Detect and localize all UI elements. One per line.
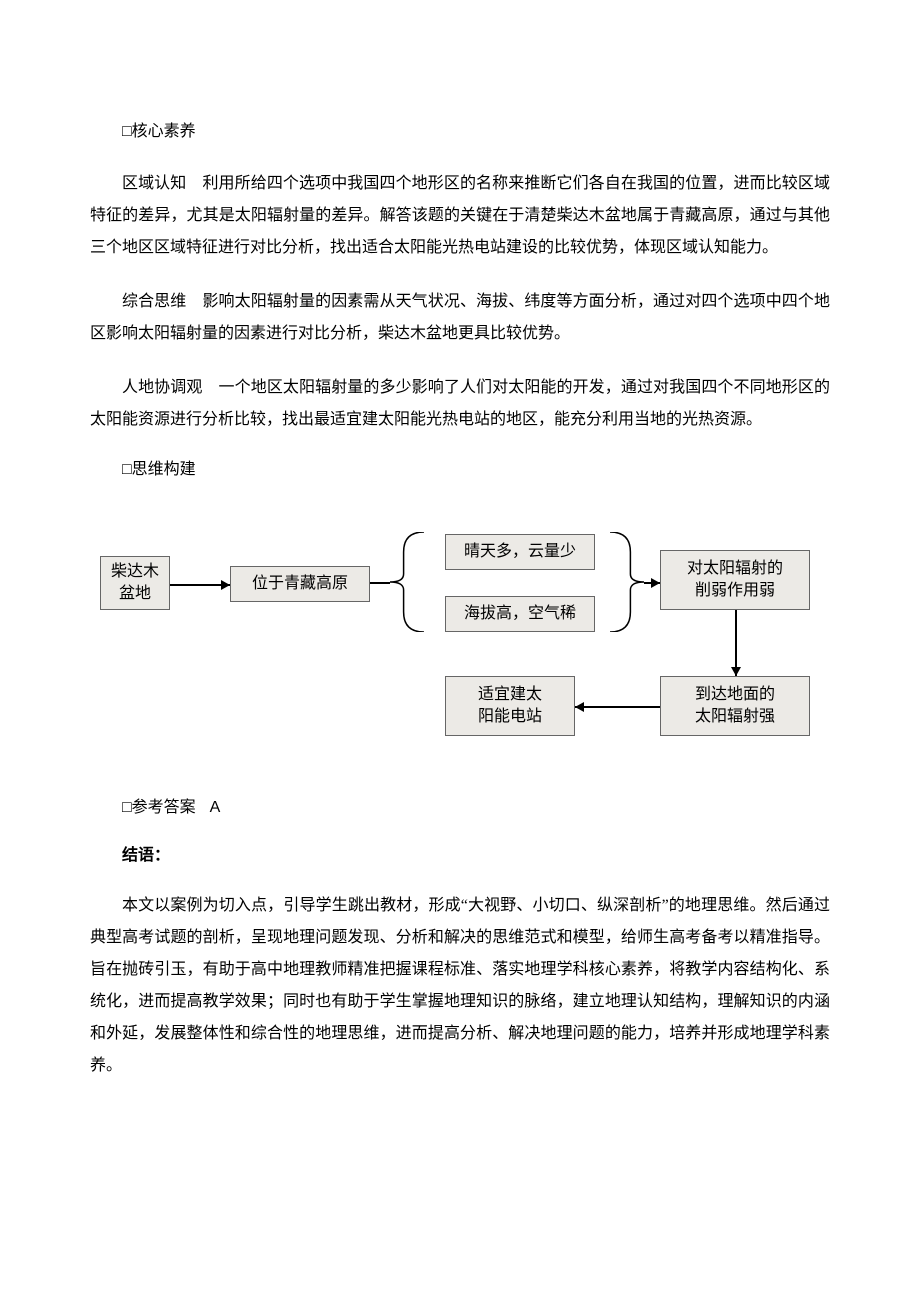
flowchart-node-n3: 晴天多，云量少 <box>445 534 595 570</box>
text-comprehensive-thinking: 影响太阳辐射量的因素需从天气状况、海拔、纬度等方面分析，通过对四个选项中四个地区… <box>90 293 830 342</box>
answer-value: A <box>210 799 221 816</box>
para-comprehensive-thinking: 综合思维 影响太阳辐射量的因素需从天气状况、海拔、纬度等方面分析，通过对四个选项… <box>90 286 830 350</box>
arrow-head-icon <box>575 702 584 712</box>
flowchart-node-n5: 对太阳辐射的削弱作用弱 <box>660 550 810 610</box>
para-conclusion: 本文以案例为切入点，引导学生跳出教材，形成“大视野、小切口、纵深剖析”的地理思维… <box>90 890 830 1082</box>
term-human-earth: 人地协调观 <box>122 379 202 396</box>
text-regional-cognition: 利用所给四个选项中我国四个地形区的名称来推断它们各自在我国的位置，进而比较区域特… <box>90 175 830 256</box>
answer-line: □参考答案 A <box>90 796 830 820</box>
para-regional-cognition: 区域认知 利用所给四个选项中我国四个地形区的名称来推断它们各自在我国的位置，进而… <box>90 168 830 264</box>
heading-core-competency: □核心素养 <box>90 120 830 144</box>
flowchart-edge <box>575 706 660 708</box>
flowchart-node-n1: 柴达木盆地 <box>100 556 170 610</box>
para-human-earth: 人地协调观 一个地区太阳辐射量的多少影响了人们对太阳能的开发，通过对我国四个不同… <box>90 372 830 436</box>
answer-label: □参考答案 <box>122 799 196 816</box>
flowchart-edge <box>370 582 390 584</box>
brace-close-icon <box>610 532 644 632</box>
arrow-head-icon <box>651 578 660 588</box>
term-regional-cognition: 区域认知 <box>122 175 186 192</box>
flowchart-container: 柴达木盆地 位于青藏高原 晴天多，云量少海拔高，空气稀 对太阳辐射的削弱作用弱到达地面… <box>90 506 830 766</box>
flowchart-node-n2: 位于青藏高原 <box>230 566 370 602</box>
arrow-head-icon <box>731 667 741 676</box>
flowchart-node-n7: 适宜建太阳能电站 <box>445 676 575 736</box>
flowchart-node-n4: 海拔高，空气稀 <box>445 596 595 632</box>
heading-conclusion: 结语： <box>90 844 830 868</box>
brace-open-icon <box>390 532 424 632</box>
term-comprehensive-thinking: 综合思维 <box>122 293 186 310</box>
arrow-head-icon <box>221 580 230 590</box>
flowchart-node-n6: 到达地面的太阳辐射强 <box>660 676 810 736</box>
heading-thinking-construction: □思维构建 <box>90 458 830 482</box>
